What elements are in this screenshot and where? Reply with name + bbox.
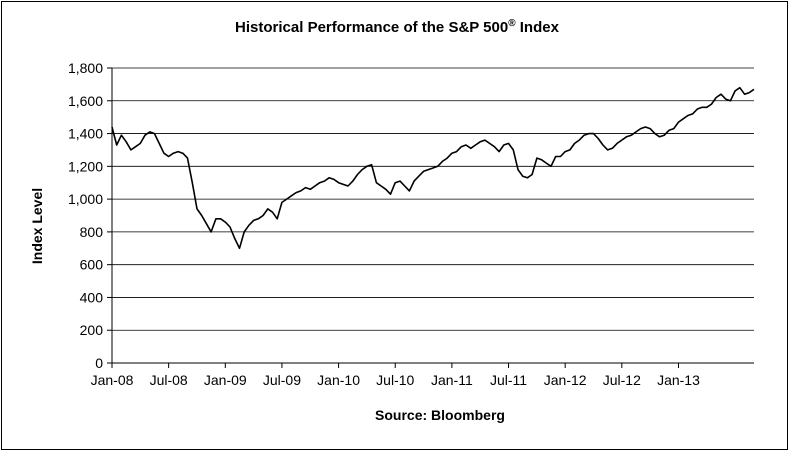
y-axis-title: Index Level [29,188,45,264]
chart-title: Historical Performance of the S&P 500® I… [235,18,560,36]
x-tick-label: Jan-12 [544,372,587,388]
x-tick-label: Jul-12 [603,372,641,388]
x-axis-title: Source: Bloomberg [375,407,505,423]
x-tick-label: Jan-08 [91,372,134,388]
x-tick-label: Jul-08 [150,372,188,388]
x-tick-label: Jan-10 [317,372,360,388]
x-tick-label: Jan-09 [204,372,247,388]
y-tick-label: 200 [80,322,104,338]
chart-title-main: Historical Performance of the S&P 500 [235,19,508,36]
x-tick-label: Jan-13 [657,372,700,388]
gridlines [112,67,754,331]
series-line [111,86,755,250]
x-tick-label: Jul-10 [376,372,414,388]
y-tick-label: 1,000 [68,191,103,207]
x-axis-ticks: Jan-08 Jul-08 Jan-09 Jul-09 Jan-10 Jul-10 Jan-… [91,363,700,388]
y-tick-label: 400 [80,289,104,305]
y-tick-label: 1,200 [68,158,103,174]
y-tick-label: 0 [95,355,103,371]
y-tick-label: 1,600 [68,93,103,109]
y-tick-label: 600 [80,257,104,273]
x-tick-label: Jul-11 [490,372,527,388]
x-tick-label: Jan-11 [431,372,473,388]
y-tick-label: 1,400 [68,126,103,142]
x-tick-label: Jul-09 [263,372,301,388]
y-tick-label: 800 [80,224,104,240]
axes [111,68,754,364]
y-axis-ticks: 0 200 400 600 800 1,000 1,200 1,400 1,600 1,800 [68,60,112,371]
y-tick-label: 1,800 [68,60,103,76]
registered-mark: ® [508,18,516,29]
chart-title-suffix: Index [516,19,560,36]
